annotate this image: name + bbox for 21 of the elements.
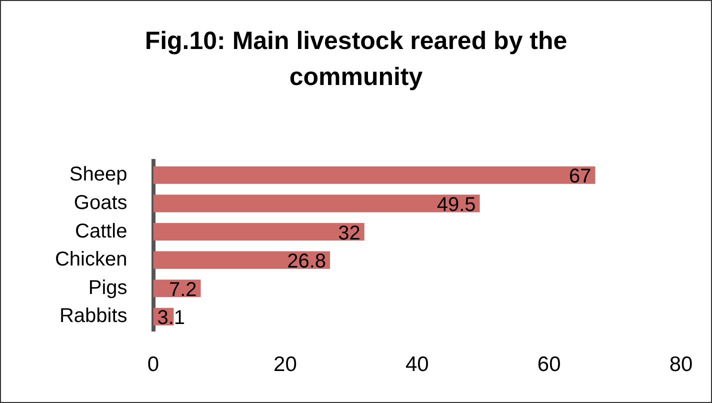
x-tick-label: 0 [147, 353, 160, 376]
bar [153, 222, 364, 241]
y-tick-label: Pigs [88, 276, 128, 299]
chart-title: Fig.10: Main livestock reared by the community [144, 26, 568, 93]
x-tick-label: 20 [274, 353, 297, 376]
data-label: 26.8 [287, 250, 326, 273]
y-tick-label: Chicken [54, 248, 128, 271]
y-tick-label: Cattle [75, 220, 128, 242]
x-tick-label: 60 [537, 353, 561, 376]
y-tick-label: Goats [74, 192, 128, 214]
bar [153, 251, 330, 269]
data-label: 49.5 [436, 194, 476, 216]
data-label: 7.2 [168, 278, 197, 301]
bar [153, 166, 596, 184]
x-tick-label: 40 [405, 353, 429, 376]
y-tick-label: Rabbits [59, 305, 128, 328]
y-tick-label: Sheep [69, 164, 128, 186]
data-label: 32 [338, 222, 360, 244]
x-tick-label: 80 [669, 353, 693, 376]
bar [153, 194, 480, 212]
data-label: 67 [568, 166, 592, 188]
